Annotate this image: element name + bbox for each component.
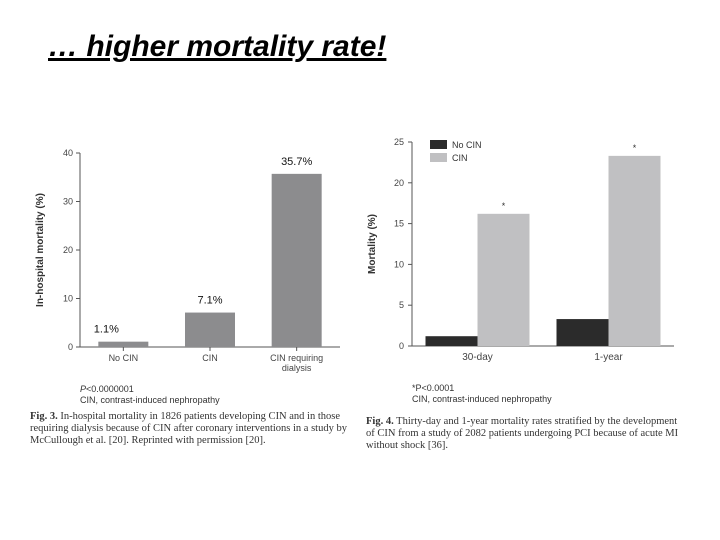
y-axis-title-right: Mortality (%): [367, 214, 378, 274]
bar-right-cin: [608, 155, 661, 346]
figure-left: 0 10 20 30 40 In-hospital mortality (%) 1.1% No…: [30, 135, 355, 460]
y-tick-label-left: 0: [68, 342, 73, 352]
x-tick-label-left: No CIN: [109, 353, 139, 363]
x-tick-label-left: CIN requiring: [270, 353, 323, 363]
chart-right: 0 5 10 15 20 25 Mortality (%) * 30-day * 1-year No …: [367, 137, 674, 363]
caption-left: Fig. 3. In-hospital mortality in 1826 pa…: [30, 411, 347, 446]
bar-left: [185, 312, 235, 347]
significance-mark: *: [502, 201, 506, 211]
x-tick-label-left: CIN: [202, 353, 218, 363]
legend-label: No CIN: [452, 140, 482, 150]
y-tick-label-left: 20: [63, 245, 73, 255]
y-tick-label-right: 25: [394, 137, 404, 147]
legend-swatch: [430, 140, 447, 149]
y-tick-label-left: 30: [63, 197, 73, 207]
caption-right: Fig. 4. Thirty-day and 1-year mortality …: [366, 416, 679, 451]
bar-right-no-cin: [556, 319, 609, 346]
bar-right-cin: [477, 213, 530, 346]
legend-swatch: [430, 153, 447, 162]
bar-left: [271, 173, 322, 347]
y-tick-label-right: 20: [394, 178, 404, 188]
y-tick-label-right: 5: [399, 300, 404, 310]
chart-left: 0 10 20 30 40 In-hospital mortality (%) 1.1% No…: [35, 148, 340, 373]
abbreviation-note-right: CIN, contrast-induced nephropathy: [412, 394, 552, 404]
significance-mark: *: [633, 143, 637, 153]
y-tick-label-right: 0: [399, 341, 404, 351]
p-value-note-left: P<0.0000001: [80, 384, 134, 394]
x-tick-label-right: 30-day: [462, 352, 493, 363]
abbreviation-note-left: CIN, contrast-induced nephropathy: [80, 395, 220, 405]
bar-right-no-cin: [425, 336, 478, 346]
y-tick-label-left: 40: [63, 148, 73, 158]
x-tick-label-left: dialysis: [282, 363, 312, 373]
y-axis-title-left: In-hospital mortality (%): [35, 193, 46, 307]
x-tick-label-right: 1-year: [594, 352, 623, 363]
data-label-left: 7.1%: [197, 295, 222, 307]
data-label-left: 35.7%: [281, 156, 312, 168]
y-tick-label-left: 10: [63, 294, 73, 304]
slide-title: … higher mortality rate!: [48, 30, 387, 63]
data-label-left: 1.1%: [94, 324, 119, 336]
legend-label: CIN: [452, 153, 468, 163]
figure-right: 0 5 10 15 20 25 Mortality (%) * 30-day * 1-year No …: [362, 130, 692, 460]
y-tick-label-right: 10: [394, 259, 404, 269]
y-tick-label-right: 15: [394, 219, 404, 229]
bar-left: [98, 341, 149, 347]
p-value-note-right: *P<0.0001: [412, 383, 455, 393]
